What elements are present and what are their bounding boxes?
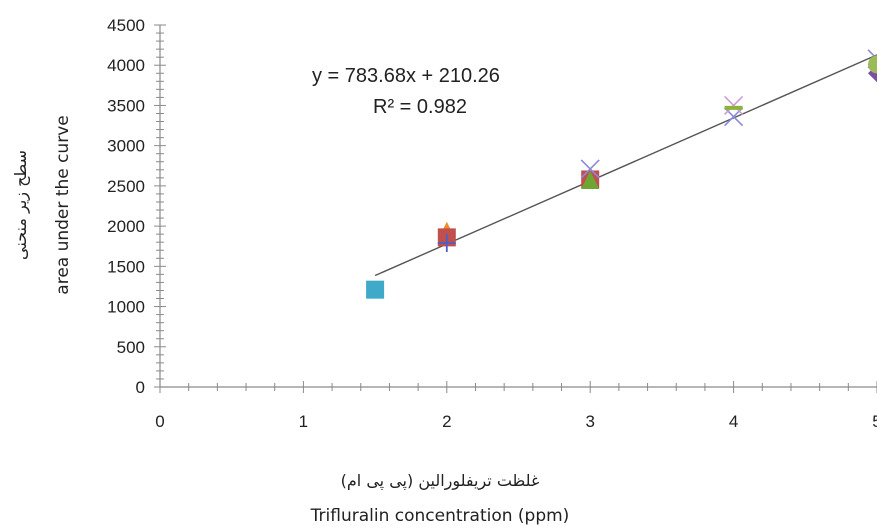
data-point-circle: [868, 55, 877, 74]
y-tick-label: 3500: [107, 96, 145, 115]
y-tick-label: 2500: [107, 177, 145, 196]
data-point-cross: [437, 234, 456, 253]
y-tick-label: 500: [117, 338, 145, 357]
x-tick-label: 4: [729, 412, 738, 431]
r-squared-label: R² = 0.982: [373, 96, 467, 118]
x-tick-label: 3: [585, 412, 594, 431]
trendline-equation: y = 783.68x + 210.26: [312, 65, 500, 87]
y-tick-label: 4500: [107, 16, 145, 35]
y-tick-label: 2000: [107, 217, 145, 236]
tick-marks: [154, 24, 877, 393]
x-tick-label: 2: [442, 412, 451, 431]
y-tick-label: 4000: [107, 56, 145, 75]
x-axis-title-fa: غلظت تریفلورالین (پی پی ام): [341, 471, 540, 491]
axes: [159, 25, 877, 388]
x-tick-label: 0: [155, 412, 164, 431]
x-axis-title: Trifluralin concentration (ppm): [310, 506, 570, 526]
tick-labels: 0 500 1000 1500 2000 2500 3000 3500 4000 4500 0 1 2 3…: [107, 16, 877, 431]
y-axis-title-fa: سطح زیر منحنی: [11, 150, 31, 260]
data-point-triangle: [581, 171, 600, 190]
y-tick-label: 0: [136, 378, 145, 397]
y-tick-label: 1000: [107, 298, 145, 317]
data-point-dash: [724, 105, 743, 110]
data-point-x: [724, 95, 744, 116]
data-points: [366, 49, 877, 299]
data-point-x: [580, 159, 600, 179]
data-point-square: [366, 280, 385, 299]
x-tick-label: 5: [872, 412, 877, 431]
data-point-x: [724, 107, 744, 127]
y-axis-title: area under the curve: [53, 115, 73, 294]
y-tick-label: 3000: [107, 137, 145, 156]
x-tick-label: 1: [299, 412, 308, 431]
y-tick-label: 1500: [107, 257, 145, 276]
trendline: [374, 54, 877, 277]
trendline-group: [374, 54, 877, 277]
